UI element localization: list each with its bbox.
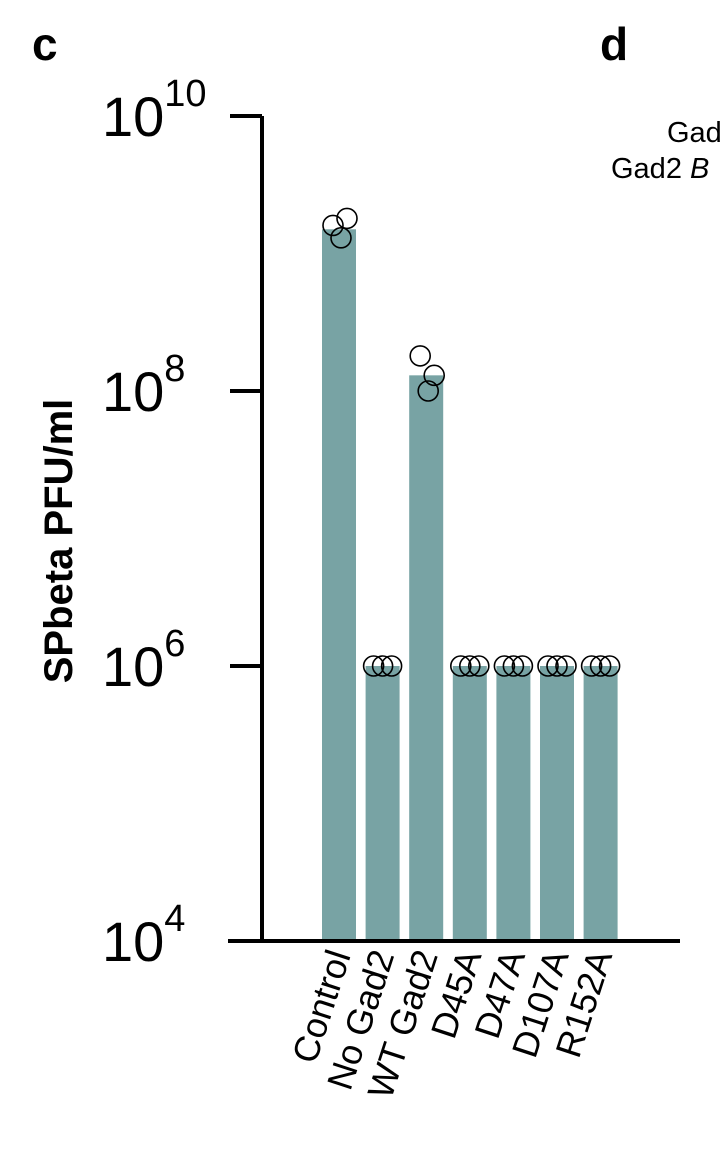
- bar-no-gad2: [365, 666, 400, 941]
- replicate-point: [580, 655, 603, 677]
- right-panel-line-2-italic: B: [690, 153, 709, 185]
- y-tick-base: 10: [102, 85, 164, 148]
- bar-r152a: [583, 666, 618, 941]
- replicate-point: [362, 655, 385, 677]
- replicate-point: [555, 655, 577, 677]
- replicate-point: [546, 655, 568, 677]
- replicate-point: [322, 214, 344, 237]
- replicate-point: [467, 655, 490, 677]
- bars: [322, 229, 618, 942]
- right-panel-line-2: Gad2 B: [611, 153, 709, 185]
- y-tick-exponent: 10: [164, 73, 206, 115]
- y-tick-base: 10: [102, 635, 164, 698]
- bar-d107a: [540, 666, 574, 941]
- replicate-point: [371, 655, 394, 677]
- replicate-point: [330, 227, 352, 249]
- right-panel-line-2-prefix: Gad2: [611, 153, 690, 185]
- replicate-point: [589, 655, 612, 677]
- replicate-point: [537, 655, 559, 677]
- y-tick-exponent: 8: [164, 348, 185, 390]
- y-tick-base: 10: [102, 910, 164, 973]
- replicate-point: [598, 655, 621, 677]
- y-tick-exponent: 6: [164, 623, 185, 665]
- replicate-point: [449, 655, 472, 677]
- replicate-point: [493, 655, 516, 677]
- replicate-point: [458, 655, 481, 677]
- bar-control: [322, 229, 356, 941]
- replicate-point: [409, 345, 432, 367]
- replicate-point: [417, 380, 440, 402]
- bar-d45a: [452, 666, 487, 941]
- y-tick-base: 10: [102, 360, 164, 423]
- panel-letter-c: c: [32, 18, 58, 70]
- y-tick-label: 106: [102, 623, 185, 698]
- replicate-point: [511, 655, 534, 677]
- y-tick-label: 1010: [102, 73, 207, 148]
- right-panel-line-1: Gad: [667, 117, 722, 149]
- y-tick-label: 108: [102, 348, 185, 423]
- replicate-points: [322, 207, 621, 677]
- panel-letter-d: d: [600, 18, 628, 70]
- replicate-point: [423, 364, 446, 387]
- replicate-point: [336, 207, 358, 230]
- y-axis-label: SPbeta PFU/ml: [37, 399, 81, 684]
- bar-d47a: [496, 666, 531, 941]
- bar-wt-gad2: [409, 375, 444, 942]
- y-tick-exponent: 4: [164, 898, 185, 940]
- replicate-point: [380, 655, 403, 677]
- y-tick-label: 104: [102, 898, 185, 973]
- right-panel-partial-text: Gad Gad2 B: [611, 117, 722, 185]
- replicate-point: [502, 655, 525, 677]
